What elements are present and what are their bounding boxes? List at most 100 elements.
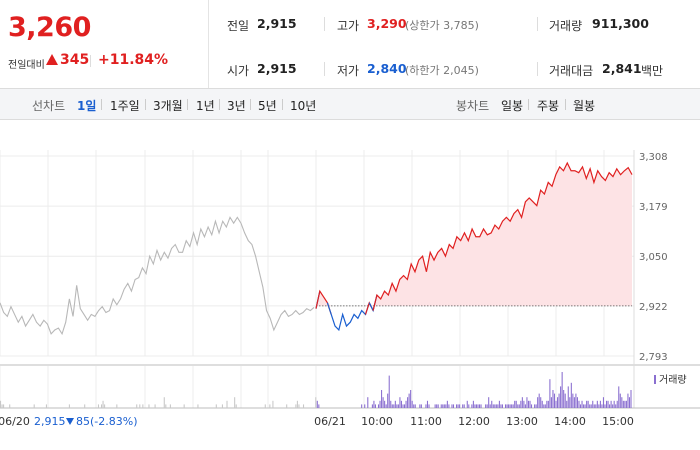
volume-bar <box>624 400 626 408</box>
period-1d[interactable]: 1일 <box>77 99 97 113</box>
divider <box>219 99 220 110</box>
volume-bar <box>605 400 608 408</box>
volume-bar <box>578 400 580 408</box>
divider <box>282 99 283 110</box>
volume-bar <box>215 404 217 408</box>
volume-bar <box>527 400 530 408</box>
volume-bar <box>459 404 461 408</box>
volume-bar <box>616 400 618 408</box>
chart-toolbar: 선차트 1일 1주일 3개월 1년 3년 5년 10년 봉차트 일봉 주봉 월봉 <box>0 88 700 120</box>
change-label: 전일대비 <box>8 60 45 71</box>
volume-bar <box>97 404 100 408</box>
volume-bar <box>492 404 494 408</box>
volume-bar <box>197 404 199 408</box>
x-tick-label: 15:00 <box>602 415 634 428</box>
volume-bar <box>136 404 138 408</box>
prev-day-change: 85 <box>76 415 90 428</box>
volume-bar <box>491 400 493 408</box>
x-tick-label: 12:00 <box>458 415 490 428</box>
volume-bar <box>393 404 395 408</box>
volume-bar <box>521 397 523 408</box>
volume-bar <box>593 404 595 408</box>
volume-bar <box>33 404 35 408</box>
volume-bar <box>169 404 171 408</box>
volume-bar <box>316 400 318 408</box>
volume-bar <box>452 404 455 408</box>
period-1y[interactable]: 1년 <box>196 99 215 113</box>
volume-bar <box>116 404 118 408</box>
volume-bars <box>0 372 632 408</box>
candle-monthly[interactable]: 월봉 <box>573 99 596 113</box>
volume-bar <box>425 404 427 408</box>
volume-bar <box>599 400 601 408</box>
volume-bar <box>102 400 104 408</box>
volume-bar <box>547 400 549 408</box>
volume-bar <box>555 400 557 408</box>
series-line-prev-day <box>0 216 315 336</box>
period-10y[interactable]: 10년 <box>290 99 317 113</box>
open-value: 2,915 <box>257 61 297 76</box>
volume-bar <box>373 400 375 408</box>
volume-bar <box>509 404 511 408</box>
low-label: 저가 <box>337 64 360 78</box>
volume-bar <box>541 400 543 408</box>
down-triangle-icon <box>66 418 74 425</box>
volume-bar <box>557 397 559 408</box>
volume-bar <box>428 404 430 408</box>
y-tick-label: 3,179 <box>639 202 668 213</box>
amount-value: 2,841 <box>602 61 642 76</box>
volume-bar <box>506 404 508 408</box>
volume-bar <box>396 404 398 408</box>
volume-bar <box>104 404 106 408</box>
volume-bar <box>561 372 563 408</box>
prev-day-close: 2,915 <box>34 415 66 428</box>
volume-bar <box>420 404 422 408</box>
volume-bar <box>414 404 416 408</box>
volume-bar <box>451 404 453 408</box>
price-lines <box>0 161 633 336</box>
volume-bar <box>515 400 517 408</box>
volume-bar <box>437 404 439 408</box>
volume-bar <box>560 386 562 408</box>
period-3m[interactable]: 3개월 <box>153 99 183 113</box>
volume-bar <box>443 404 445 408</box>
volume-bar <box>364 404 366 408</box>
volume-bar <box>45 404 47 408</box>
volume-bar <box>407 397 409 408</box>
volume-bar <box>466 400 468 408</box>
volume-bar <box>586 400 588 408</box>
volume-bar <box>630 390 632 408</box>
volume-bar <box>385 404 387 408</box>
volume-bar <box>361 404 363 408</box>
line-chart-label: 선차트 <box>32 99 66 113</box>
volume-bar <box>462 404 464 408</box>
volume-bar <box>590 404 592 408</box>
period-1w[interactable]: 1주일 <box>110 99 140 113</box>
volume-bar <box>183 404 185 408</box>
volume-bar <box>468 404 470 408</box>
volume-bar <box>413 404 415 408</box>
candle-daily[interactable]: 일봉 <box>501 99 524 113</box>
volume-bar <box>235 404 237 408</box>
change-rate: +11.84% <box>98 52 169 68</box>
volume-bar <box>558 393 560 408</box>
volume-bar <box>436 404 438 408</box>
volume-bar <box>497 404 499 408</box>
candle-weekly[interactable]: 주봉 <box>537 99 560 113</box>
volume-bar <box>550 397 552 408</box>
intraday-chart[interactable]: 3,308 3,179 3,050 2,922 2,793 06/20 06/21 10:0… <box>0 120 700 450</box>
volume-bar <box>511 404 513 408</box>
divider <box>101 99 102 110</box>
volume-bar <box>387 393 389 408</box>
volume-bar <box>84 404 86 408</box>
volume-bar <box>526 397 528 408</box>
volume-bar <box>553 393 556 408</box>
period-3y[interactable]: 3년 <box>227 99 246 113</box>
volume-bar <box>604 404 606 408</box>
volume-bar <box>534 404 536 408</box>
volume-bar <box>587 400 589 408</box>
period-5y[interactable]: 5년 <box>258 99 277 113</box>
volume-bar <box>501 404 503 408</box>
volume-bar <box>382 397 384 408</box>
x-axis: 06/20 06/21 10:00 11:00 12:00 13:00 14:00 15:00 <box>0 415 634 428</box>
